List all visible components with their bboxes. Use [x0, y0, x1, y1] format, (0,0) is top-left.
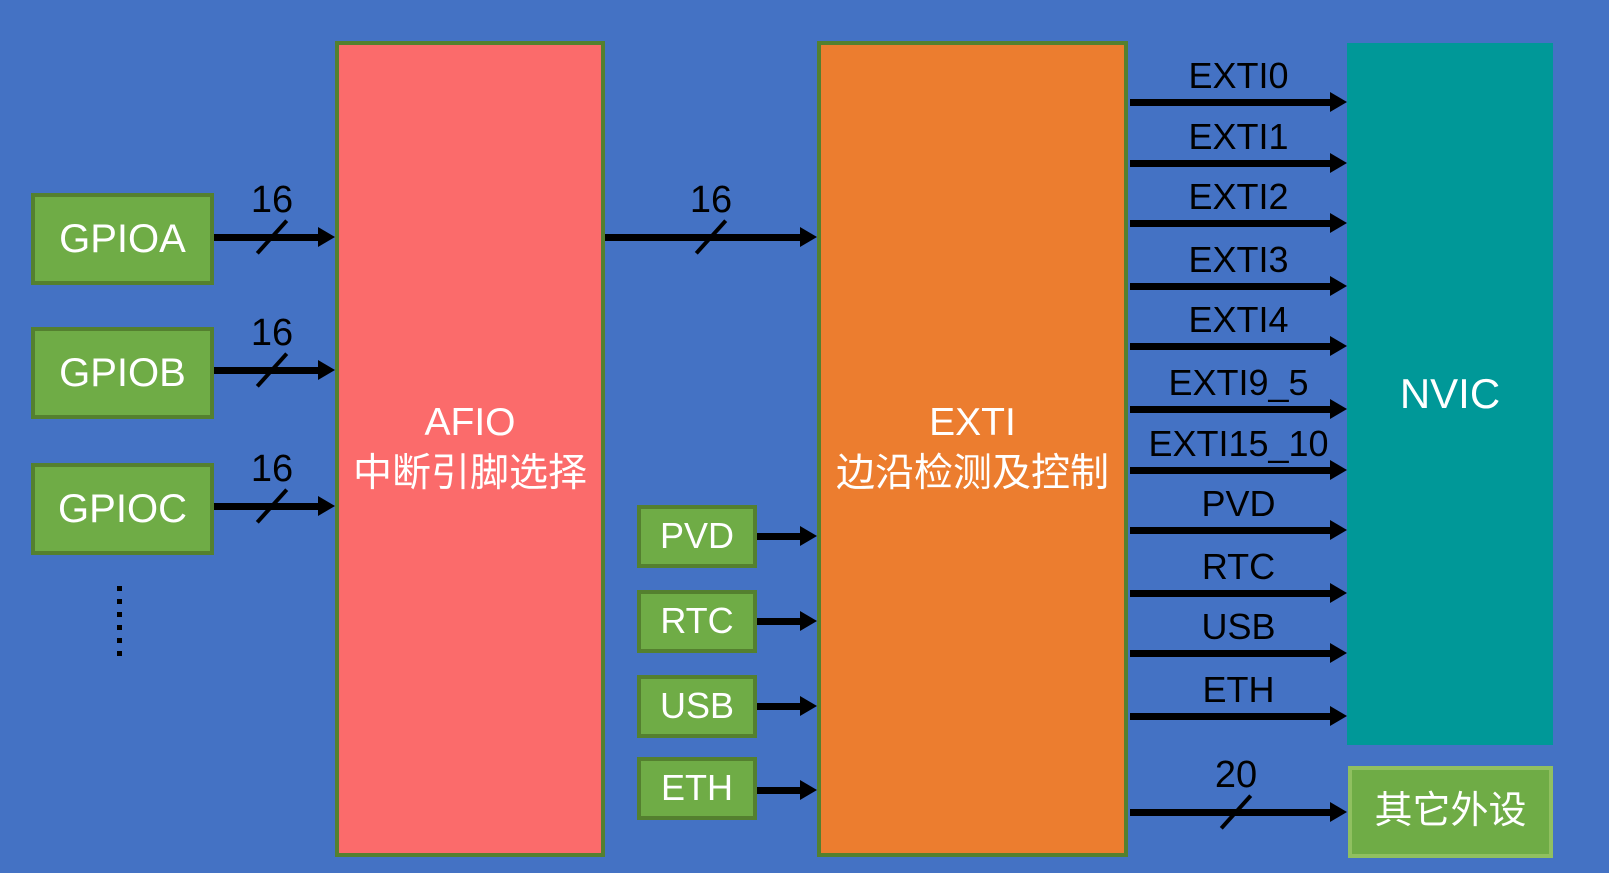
- gpioa-bus-width-label: 16: [250, 179, 294, 221]
- arrowhead-icon: [1330, 336, 1347, 356]
- arrowhead-icon: [1330, 643, 1347, 663]
- exti9-5-line-label: EXTI9_5: [1168, 362, 1309, 403]
- exti1-line-label: EXTI1: [1188, 116, 1289, 157]
- arrowhead-icon: [800, 780, 817, 800]
- arrowhead-icon: [318, 227, 335, 247]
- arrowhead-icon: [800, 696, 817, 716]
- arrow-shaft: [1130, 650, 1335, 657]
- arrowhead-icon: [1330, 92, 1347, 112]
- arrowhead-icon: [800, 611, 817, 631]
- pvd-block: PVD: [637, 505, 757, 568]
- arrow-shaft: [1130, 343, 1335, 350]
- exti-title: EXTI: [929, 401, 1016, 445]
- pvd-line-label: PVD: [1201, 483, 1276, 524]
- arrow-shaft: [605, 234, 805, 241]
- gpioc-block: GPIOC: [31, 463, 214, 555]
- exti4-line-label: EXTI4: [1188, 299, 1289, 340]
- arrow-shaft: [757, 533, 805, 540]
- afio-title: AFIO: [424, 401, 516, 445]
- exti3-line-label: EXTI3: [1188, 239, 1289, 280]
- gpioc-bus-width-label: 16: [250, 448, 294, 490]
- arrow-shaft: [757, 618, 805, 625]
- usb-line-label: USB: [1201, 606, 1276, 647]
- arrowhead-icon: [800, 526, 817, 546]
- arrowhead-icon: [1330, 706, 1347, 726]
- pvd-label: PVD: [659, 515, 735, 557]
- eth-label: ETH: [661, 767, 733, 809]
- afio-subtitle: 中断引脚选择: [352, 452, 587, 495]
- other-peripherals-block: 其它外设: [1348, 766, 1553, 858]
- gpiob-bus-width-label: 16: [250, 312, 294, 354]
- arrow-shaft: [1130, 527, 1335, 534]
- arrowhead-icon: [1330, 153, 1347, 173]
- arrow-shaft: [1130, 713, 1335, 720]
- arrowhead-icon: [1330, 213, 1347, 233]
- usb-label: USB: [659, 685, 735, 727]
- arrowhead-icon: [800, 227, 817, 247]
- exti-block: EXTI 边沿检测及控制: [817, 41, 1128, 857]
- gpiob-label: GPIOB: [59, 351, 186, 395]
- arrow-shaft: [1130, 220, 1335, 227]
- eth-block: ETH: [637, 757, 757, 820]
- arrowhead-icon: [1330, 583, 1347, 603]
- usb-block: USB: [637, 675, 757, 738]
- exti0-line-label: EXTI0: [1188, 55, 1289, 96]
- exti15-10-line-label: EXTI15_10: [1148, 423, 1329, 464]
- arrow-shaft: [1130, 467, 1335, 474]
- gpioc-label: GPIOC: [58, 487, 187, 531]
- nvic-block: NVIC: [1347, 43, 1553, 745]
- arrow-shaft: [1130, 99, 1335, 106]
- gpioa-block: GPIOA: [31, 193, 214, 285]
- arrow-shaft: [757, 787, 805, 794]
- other-bus-width-label: 20: [1214, 754, 1258, 796]
- arrow-shaft: [1130, 160, 1335, 167]
- arrow-shaft: [1130, 283, 1335, 290]
- arrow-shaft: [1130, 406, 1335, 413]
- gpioa-label: GPIOA: [59, 217, 186, 261]
- arrowhead-icon: [318, 496, 335, 516]
- arrowhead-icon: [318, 360, 335, 380]
- eth-line-label: ETH: [1202, 669, 1275, 710]
- arrowhead-icon: [1330, 460, 1347, 480]
- rtc-block: RTC: [637, 590, 757, 653]
- afio-block: AFIO 中断引脚选择: [335, 41, 605, 857]
- arrow-shaft: [1130, 590, 1335, 597]
- arrowhead-icon: [1330, 276, 1347, 296]
- other-peripherals-label: 其它外设: [1374, 790, 1527, 833]
- nvic-label: NVIC: [1399, 369, 1501, 417]
- arrow-shaft: [757, 703, 805, 710]
- arrowhead-icon: [1330, 802, 1347, 822]
- exti-subtitle: 边沿检测及控制: [835, 452, 1109, 495]
- rtc-label: RTC: [660, 600, 734, 642]
- vertical-ellipsis-icon: [117, 586, 122, 656]
- exti2-line-label: EXTI2: [1188, 176, 1289, 217]
- arrowhead-icon: [1330, 399, 1347, 419]
- arrowhead-icon: [1330, 520, 1347, 540]
- gpiob-block: GPIOB: [31, 327, 214, 419]
- rtc-line-label: RTC: [1201, 546, 1276, 587]
- afio-exti-bus-width-label: 16: [689, 179, 733, 221]
